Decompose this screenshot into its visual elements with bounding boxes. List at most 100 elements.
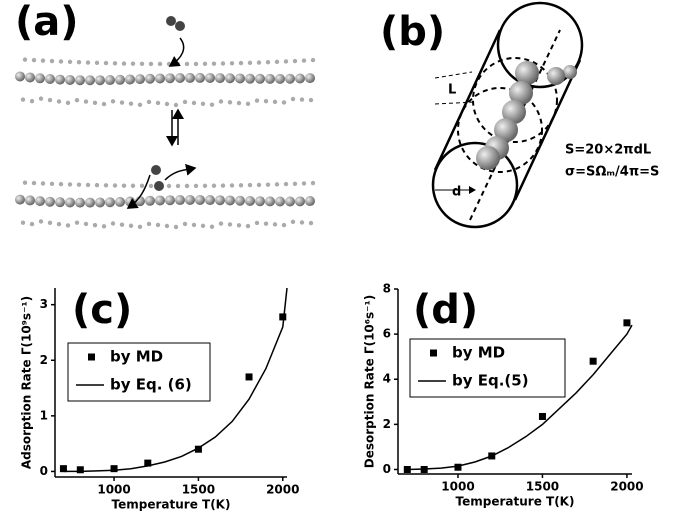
- y-tick-label: 0: [383, 462, 391, 476]
- dot: [119, 222, 125, 227]
- panel-label: (a): [15, 0, 79, 45]
- dot: [290, 96, 296, 102]
- dot: [56, 221, 62, 227]
- arrow: [168, 37, 185, 67]
- dot: [184, 183, 190, 189]
- dot: [281, 100, 287, 105]
- x-tick-label: 2000: [610, 480, 643, 494]
- dot: [245, 101, 251, 107]
- atom: [125, 196, 135, 207]
- dot: [227, 100, 233, 105]
- dot: [173, 102, 179, 108]
- atom: [185, 194, 195, 205]
- dot: [310, 57, 316, 63]
- dot: [83, 221, 89, 227]
- dot: [263, 221, 269, 226]
- atom: [105, 75, 115, 86]
- atom: [95, 197, 105, 208]
- dot: [157, 61, 163, 67]
- legend-label: by MD: [452, 344, 505, 362]
- dot: [175, 61, 181, 67]
- atom: [165, 73, 175, 84]
- y-tick-label: 3: [40, 297, 48, 311]
- atom: [563, 65, 577, 79]
- panel-label: (c): [72, 287, 132, 333]
- atom: [154, 181, 164, 191]
- dot: [148, 61, 154, 67]
- atom: [295, 196, 305, 207]
- atom: [494, 118, 518, 142]
- y-tick-label: 2: [383, 417, 391, 431]
- marker: [76, 466, 84, 474]
- dot: [263, 98, 269, 104]
- x-tick-label: 1500: [182, 483, 215, 497]
- dot: [182, 221, 188, 227]
- dot: [85, 60, 91, 65]
- dot: [31, 57, 37, 63]
- y-tick-label: 2: [40, 353, 48, 367]
- dot: [308, 97, 314, 103]
- x-tick-label: 1000: [97, 483, 130, 497]
- atom: [285, 196, 295, 207]
- dot: [76, 60, 82, 65]
- atom: [55, 197, 65, 208]
- dot: [166, 183, 172, 189]
- dot: [191, 100, 197, 106]
- dot: [292, 58, 298, 64]
- dot: [299, 97, 305, 102]
- dot: [22, 180, 28, 185]
- atom: [15, 71, 25, 82]
- atom: [509, 81, 533, 105]
- cylinder: [431, 1, 584, 229]
- dot: [265, 59, 271, 65]
- atom: [135, 74, 145, 85]
- x-tick-label: 1000: [441, 480, 474, 494]
- legend-label: by MD: [110, 348, 163, 366]
- atom: [55, 74, 65, 85]
- y-tick-label: 4: [383, 372, 391, 386]
- dot: [74, 98, 80, 103]
- dot: [20, 220, 26, 225]
- dot: [137, 102, 143, 108]
- dot: [38, 219, 44, 224]
- dot: [94, 182, 100, 188]
- y-tick-label: 8: [383, 282, 391, 296]
- dot: [292, 181, 298, 186]
- atom: [295, 73, 305, 84]
- dot: [139, 183, 145, 189]
- dot: [202, 183, 208, 189]
- atom: [25, 195, 35, 206]
- dot: [256, 182, 262, 188]
- atom: [65, 197, 75, 208]
- formula: S=20×2πdL: [565, 143, 651, 158]
- atom: [502, 100, 526, 124]
- dot: [272, 222, 278, 227]
- dot: [247, 182, 253, 188]
- dot: [265, 182, 271, 187]
- dot: [202, 61, 208, 66]
- atom: [166, 16, 176, 26]
- legend-marker: [88, 353, 95, 361]
- atom: [65, 74, 75, 85]
- dim-line: [434, 71, 473, 79]
- arrow: [164, 163, 197, 181]
- atom: [95, 75, 105, 86]
- dot: [155, 222, 161, 228]
- marker: [403, 465, 411, 473]
- atom: [165, 195, 175, 206]
- dashed-circles: [457, 29, 561, 221]
- dot: [191, 222, 197, 228]
- atom: [155, 73, 165, 84]
- dot: [238, 183, 244, 188]
- atoms: [476, 61, 577, 170]
- dot: [119, 100, 125, 105]
- dot: [47, 97, 53, 103]
- dot: [184, 61, 190, 67]
- atom: [265, 196, 275, 207]
- x-axis-title: Temperature T(K): [456, 495, 575, 509]
- dot: [220, 183, 226, 188]
- atom: [185, 72, 195, 83]
- dot: [110, 221, 116, 226]
- dot: [83, 99, 89, 104]
